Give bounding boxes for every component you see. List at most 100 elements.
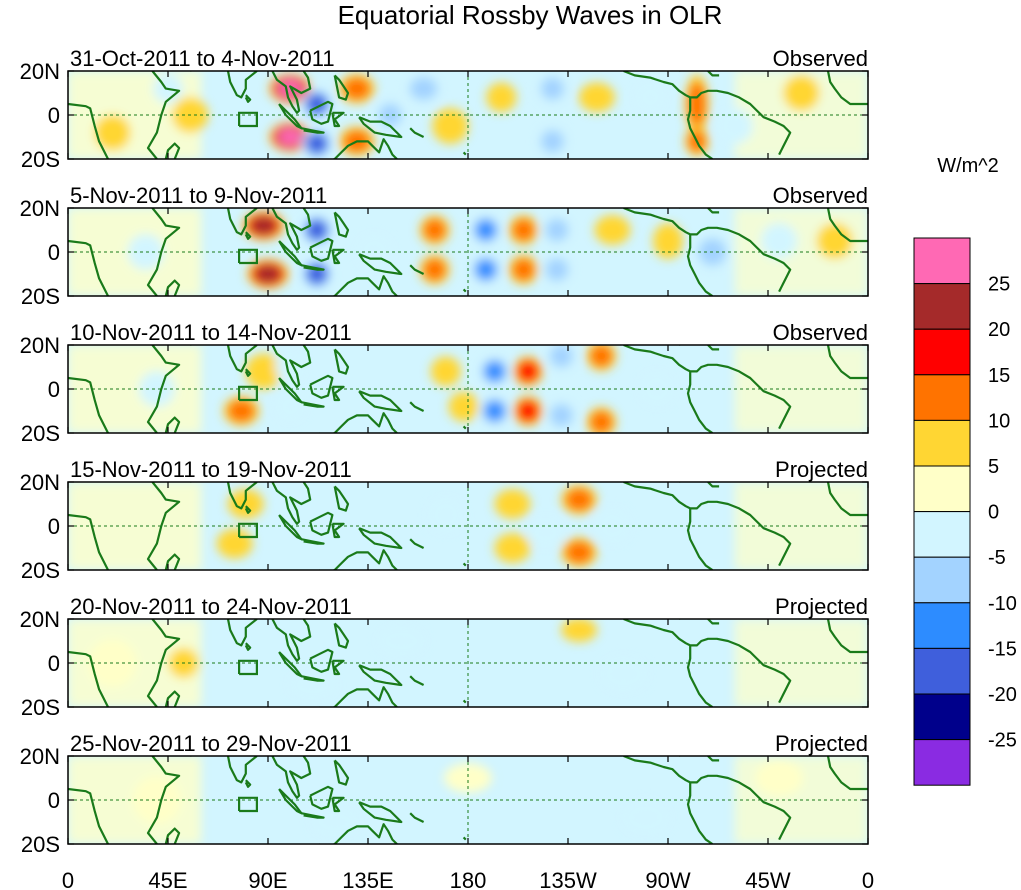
anomaly-contour — [635, 82, 666, 113]
coastline — [331, 248, 345, 265]
coastline — [319, 275, 398, 296]
coastline — [301, 675, 325, 682]
region-box — [238, 385, 258, 402]
colorbar: W/m^2 25 20 15 10 5 0 -5 -10 -15 -20 -25 — [913, 155, 1017, 786]
x-tick-label: 135E — [342, 868, 393, 890]
anomaly-contour — [475, 220, 496, 240]
panel-status-label: Projected — [775, 594, 868, 619]
coastlines — [68, 482, 868, 570]
coastline — [331, 111, 345, 128]
anomaly-contour — [755, 760, 804, 796]
colorbar-swatch — [913, 556, 971, 604]
x-tick-label: 180 — [450, 868, 487, 890]
coastline — [826, 482, 868, 517]
y-tick-label: 20S — [21, 284, 60, 309]
coastline — [226, 756, 258, 784]
coastline — [309, 511, 334, 536]
y-tick-label: 20N — [20, 196, 60, 221]
coastline — [271, 71, 312, 114]
y-tick-label: 20N — [20, 59, 60, 84]
coastline — [331, 796, 345, 813]
coastline — [164, 279, 181, 296]
coastline — [462, 562, 467, 567]
coastline — [271, 482, 312, 525]
coastline — [409, 812, 425, 823]
panel-status-label: Projected — [775, 457, 868, 482]
coastline — [409, 127, 425, 138]
coastline — [686, 234, 714, 296]
coastline — [146, 482, 181, 570]
map-panel: 20N 0 20S 5-Nov-2011 to 9-Nov-2011 Observed — [20, 183, 869, 309]
x-tick-label: 45E — [148, 868, 187, 890]
anomaly-contour — [475, 259, 496, 280]
map-panel: 20N 0 20S 31-Oct-2011 to 4-Nov-2011 Observed — [20, 46, 869, 172]
coastline — [333, 348, 350, 375]
coastline — [301, 401, 325, 408]
coastline — [319, 549, 398, 570]
panel-period-label: 20-Nov-2011 to 24-Nov-2011 — [70, 594, 352, 619]
coastline — [68, 513, 109, 570]
coastline — [707, 482, 720, 488]
panel-status-label: Projected — [775, 731, 868, 756]
coastline — [623, 71, 792, 156]
coastline — [68, 787, 109, 844]
anomaly-contour — [517, 401, 539, 421]
anomaly-contour — [430, 356, 461, 387]
anomaly-contour — [423, 258, 447, 282]
coastline — [686, 782, 714, 844]
anomaly-contour — [540, 129, 565, 153]
colorbar-swatch — [913, 647, 971, 695]
anomaly-contour — [527, 517, 564, 548]
x-tick-label: 45W — [745, 868, 790, 890]
anomaly-contour — [589, 410, 613, 433]
coastline — [226, 71, 258, 99]
panel-period-label: 10-Nov-2011 to 14-Nov-2011 — [70, 320, 352, 345]
anomaly-contour — [545, 218, 569, 242]
y-tick-label: 0 — [48, 788, 60, 813]
region-box — [238, 111, 258, 128]
coastline — [826, 208, 868, 243]
anomaly-contour — [594, 508, 631, 544]
coastline — [68, 102, 109, 159]
coastline — [462, 699, 467, 704]
map-panels: 20N 0 20S 31-Oct-2011 to 4-Nov-2011 Observed… — [20, 46, 869, 857]
y-tick-label: 0 — [48, 377, 60, 402]
coastline — [309, 648, 334, 673]
coastline — [333, 211, 350, 238]
coastline — [301, 538, 325, 545]
map-panel: 20N 0 20S 10-Nov-2011 to 14-Nov-2011 Observe… — [20, 320, 869, 446]
anomaly-contour — [816, 223, 853, 259]
anomaly-contour — [94, 114, 131, 151]
coastline — [309, 374, 334, 399]
y-tick-label: 0 — [48, 651, 60, 676]
anomaly-contour — [377, 626, 426, 656]
coastline — [409, 264, 425, 275]
coastline — [68, 239, 109, 296]
x-tick-label: 90W — [645, 868, 690, 890]
colorbar-swatch — [913, 739, 971, 786]
coastline — [686, 97, 714, 159]
anomaly-contour — [549, 345, 573, 368]
anomaly-contour — [127, 234, 164, 270]
anomaly-contour — [540, 77, 565, 101]
coastline — [623, 482, 792, 567]
anomaly-contour — [621, 799, 670, 836]
coastline — [146, 71, 181, 159]
coastline — [623, 756, 792, 841]
anomaly-contour — [494, 533, 531, 563]
map-panel: 20N 0 20S 20-Nov-2011 to 24-Nov-2011 Project… — [20, 594, 869, 720]
anomaly-contour — [565, 488, 594, 512]
anomaly-contour — [216, 528, 253, 559]
map-panel: 20N 0 20S 25-Nov-2011 to 29-Nov-2011 Project… — [20, 731, 869, 857]
colorbar-swatch — [913, 419, 971, 467]
coastline — [707, 756, 720, 762]
anomaly-contour — [423, 218, 447, 242]
anomaly-contour — [275, 391, 306, 422]
coastline — [146, 345, 181, 433]
x-tick-label: 0 — [62, 868, 74, 890]
coastline — [244, 642, 252, 651]
anomaly-contour — [494, 489, 531, 519]
coastline — [462, 836, 467, 841]
coastline — [623, 208, 792, 293]
anomaly-contour — [288, 670, 337, 700]
